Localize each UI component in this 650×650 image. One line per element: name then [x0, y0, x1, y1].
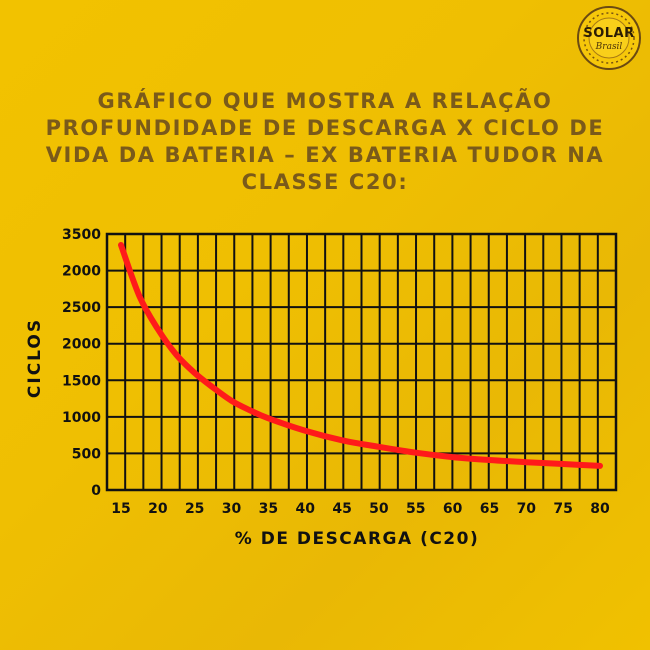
- x-tick-label: 15: [111, 501, 130, 517]
- x-tick-label: 75: [553, 501, 572, 517]
- x-tick-label: 45: [332, 501, 351, 517]
- logo-subtext: Brasil: [595, 42, 623, 52]
- y-tick-label: 1500: [62, 373, 101, 389]
- y-tick-label: 1000: [62, 410, 101, 426]
- x-tick-label: 55: [406, 501, 425, 517]
- x-tick-label: 70: [517, 501, 537, 517]
- x-tick-label: 35: [259, 501, 278, 517]
- x-tick-label: 25: [185, 501, 204, 517]
- plot-frame: [105, 232, 618, 492]
- x-axis-label: % DE DESCARGA (C20): [234, 529, 480, 549]
- y-axis-label: CICLOS: [25, 317, 45, 399]
- series-line-0: [118, 241, 603, 469]
- y-tick-label: 500: [72, 446, 101, 462]
- y-tick-label: 0: [91, 483, 101, 499]
- x-tick-label: 20: [148, 501, 168, 517]
- x-tick-label: 65: [480, 501, 499, 517]
- x-tick-label: 60: [443, 501, 463, 517]
- y-axis-ticks: 0 500 1000 1500 2000 2500 2000 3500: [62, 227, 101, 499]
- x-tick-label: 80: [590, 501, 610, 517]
- chart-title: GRÁFICO QUE MOSTRA A RELAÇÃO PROFUNDIDAD…: [45, 89, 605, 194]
- solar-brasil-logo: SOLAR Brasil: [577, 6, 641, 70]
- y-tick-label: 3500: [62, 227, 101, 243]
- x-axis-ticks: 15 20 25 30 35 40 45 50 55 60 65 70 75 80: [111, 501, 610, 517]
- x-tick-label: 40: [295, 501, 315, 517]
- y-tick-label: 2000: [62, 337, 101, 353]
- logo-text: SOLAR: [583, 26, 635, 41]
- y-tick-label: 2000: [62, 264, 101, 280]
- series-layer: [118, 241, 603, 469]
- x-tick-label: 30: [222, 501, 242, 517]
- y-tick-label: 2500: [62, 300, 101, 316]
- x-tick-label: 50: [369, 501, 389, 517]
- sun-icon: [583, 12, 635, 64]
